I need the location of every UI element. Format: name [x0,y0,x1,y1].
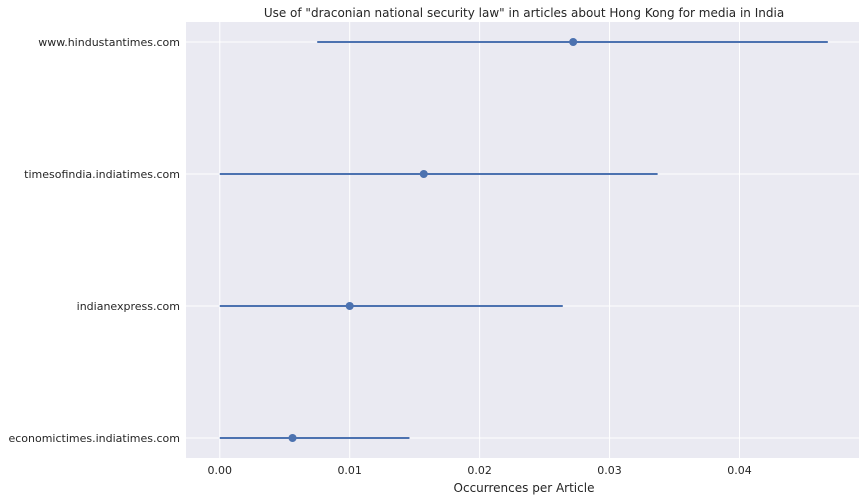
category-label: economictimes.indiatimes.com [8,432,180,445]
plot-area [186,22,859,458]
x-axis: 0.00 0.01 0.02 0.03 0.04 [208,464,752,477]
data-series [219,38,828,442]
data-point [288,434,297,442]
x-tick-label: 0.01 [337,464,362,477]
x-axis-label: Occurrences per Article [454,481,595,495]
category-label: timesofindia.indiatimes.com [24,168,180,181]
chart-title: Use of "draconian national security law"… [264,6,784,20]
category-label: www.hindustantimes.com [38,36,180,49]
category-label: indianexpress.com [77,300,180,313]
category-axis: www.hindustantimes.com timesofindia.india… [8,36,180,445]
x-tick-label: 0.00 [208,464,233,477]
data-point [345,302,354,310]
data-point [419,170,428,178]
x-tick-label: 0.03 [597,464,622,477]
data-point [569,38,578,46]
x-tick-label: 0.04 [727,464,752,477]
x-tick-label: 0.02 [467,464,492,477]
